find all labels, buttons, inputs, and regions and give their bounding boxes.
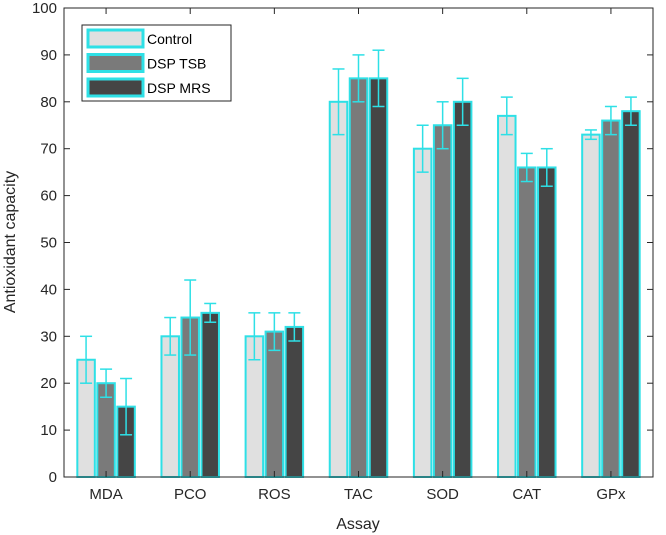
bar-ros-dsp-mrs xyxy=(284,325,305,479)
bar-cat-dsp-mrs xyxy=(537,166,557,479)
x-tick-label: CAT xyxy=(512,486,541,503)
bar-sod-dsp-mrs xyxy=(452,100,473,479)
bar-sod-dsp-tsb xyxy=(432,124,453,478)
legend-swatch xyxy=(86,28,145,49)
bar-tac-control xyxy=(328,100,349,479)
bar-gpx-dsp-mrs xyxy=(621,110,641,479)
bar-tac-dsp-mrs xyxy=(368,77,389,478)
y-tick-label: 20 xyxy=(40,375,57,392)
x-tick-label: SOD xyxy=(426,486,459,503)
bar-pco-dsp-mrs xyxy=(200,311,220,478)
x-axis-label: Assay xyxy=(336,516,380,533)
y-tick-label: 70 xyxy=(40,141,57,158)
legend-label: Control xyxy=(147,31,192,47)
bar-sod-control xyxy=(412,147,433,478)
legend: Control DSP TSB DSP MRS xyxy=(81,24,232,102)
y-axis-label: Antioxidant capacity xyxy=(2,171,19,313)
bar-gpx-dsp-tsb xyxy=(601,119,621,478)
legend-label: DSP MRS xyxy=(147,80,211,96)
y-tick-label: 80 xyxy=(40,94,57,111)
axes-layer: 0 10 20 30 40 50 60 70 80 90 100 MDA PCO ROS TAC SOD CAT… xyxy=(32,0,654,503)
legend-swatch xyxy=(86,77,145,98)
y-tick-label: 90 xyxy=(40,47,57,64)
bar-cat-control xyxy=(497,114,517,479)
y-tick-label: 0 xyxy=(49,469,57,486)
y-tick-label: 40 xyxy=(40,281,57,298)
x-tick-label: ROS xyxy=(258,486,291,503)
y-tick-label: 100 xyxy=(32,0,57,17)
x-tick-label: MDA xyxy=(89,486,122,503)
legend-label: DSP TSB xyxy=(147,56,206,72)
y-tick-label: 50 xyxy=(40,235,57,252)
y-tick-label: 10 xyxy=(40,422,57,439)
y-tick-label: 60 xyxy=(40,188,57,205)
bar-ros-dsp-tsb xyxy=(264,330,285,478)
x-tick-label: TAC xyxy=(344,486,373,503)
legend-swatch xyxy=(86,53,145,73)
bar-pco-control xyxy=(160,335,180,478)
x-tick-label: PCO xyxy=(174,486,207,503)
bar-tac-dsp-tsb xyxy=(348,77,369,478)
bar-cat-dsp-tsb xyxy=(517,166,537,479)
x-tick-label: GPx xyxy=(596,486,626,503)
bars-layer xyxy=(76,49,641,479)
y-tick-label: 30 xyxy=(40,328,57,345)
bar-gpx-control xyxy=(581,133,601,478)
